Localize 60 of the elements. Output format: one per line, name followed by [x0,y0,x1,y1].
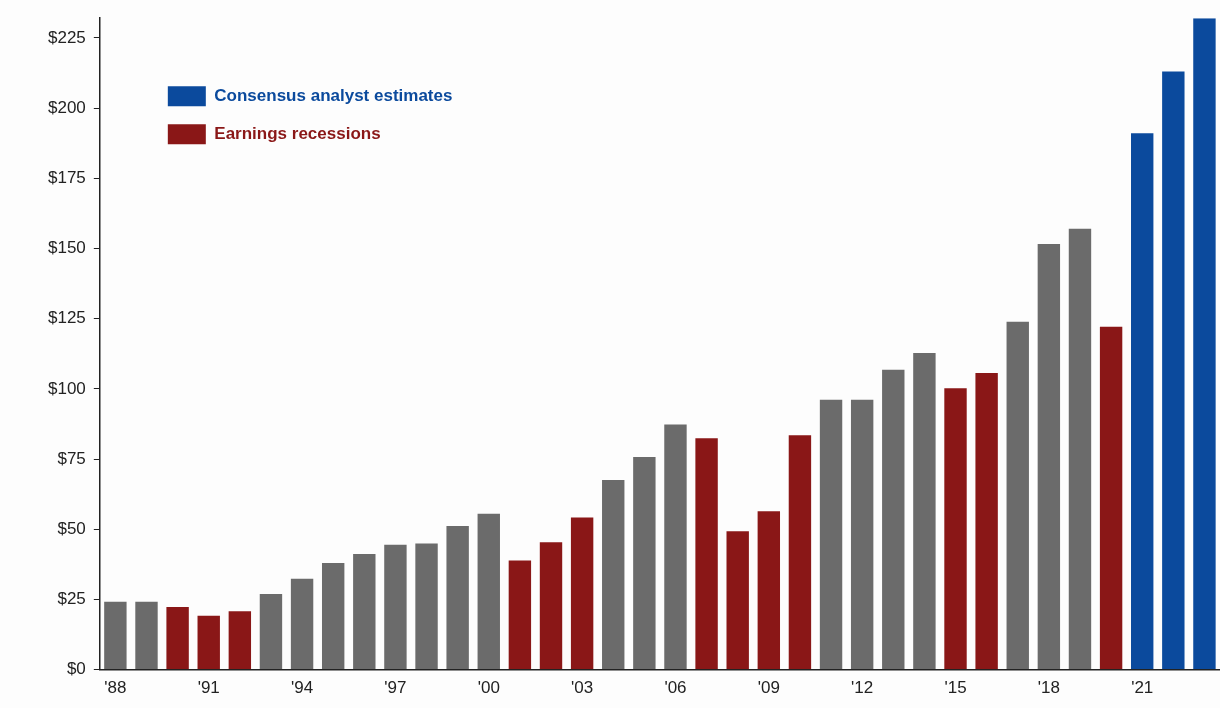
y-tick-label: $50 [57,518,86,538]
x-tick-label: '03 [571,678,594,698]
y-tick-label: $225 [47,27,86,47]
x-tick-label: '94 [291,678,314,698]
y-tick-label: $25 [57,589,86,609]
bar [228,611,252,670]
bar [446,526,469,670]
bar [570,517,594,670]
x-tick-label: '18 [1037,678,1060,698]
x-tick-label: '21 [1131,678,1154,698]
bar [1162,71,1185,670]
x-tick-label: '97 [384,678,407,698]
bar [726,531,749,670]
bar [104,601,127,670]
bar [197,615,220,670]
x-tick-label: '12 [851,678,874,698]
y-tick-label: $150 [47,238,86,258]
x-tick-label: '91 [197,678,220,698]
y-tick-label: $175 [47,167,86,187]
bar [1037,243,1061,670]
bar [353,553,376,670]
y-tick-label: $0 [66,659,86,679]
bar [135,601,158,670]
legend-label: Earnings recessions [214,123,381,143]
bar [602,480,625,670]
y-tick-label: $125 [47,308,86,328]
bar [384,544,407,670]
y-tick-label: $75 [57,448,86,468]
bar [695,438,718,670]
bar [508,560,532,670]
legend-label: Consensus analyst estimates [214,85,453,105]
bar [539,542,563,670]
bar [259,594,283,670]
x-tick-label: '09 [757,678,780,698]
y-tick-label: $100 [47,378,86,398]
bar [1131,133,1154,670]
x-tick-label: '88 [104,678,127,698]
bar [290,578,314,670]
bar [882,369,905,670]
y-tick-label: $200 [47,97,86,117]
bar [913,352,936,670]
bar [321,562,345,670]
bar [850,399,874,670]
bar [166,606,189,670]
bar [415,543,438,670]
x-tick-label: '00 [477,678,500,698]
bar [633,457,656,670]
x-tick-label: '06 [664,678,687,698]
bar [757,511,781,670]
bar [664,424,687,670]
bar [788,435,812,670]
bar [1068,228,1092,670]
bar [819,399,843,670]
bar [1193,18,1216,670]
bar [1099,326,1123,670]
bar [944,388,967,670]
x-tick-label: '15 [944,678,967,698]
bar [477,513,500,670]
bar [975,373,998,670]
bar [1006,321,1029,670]
